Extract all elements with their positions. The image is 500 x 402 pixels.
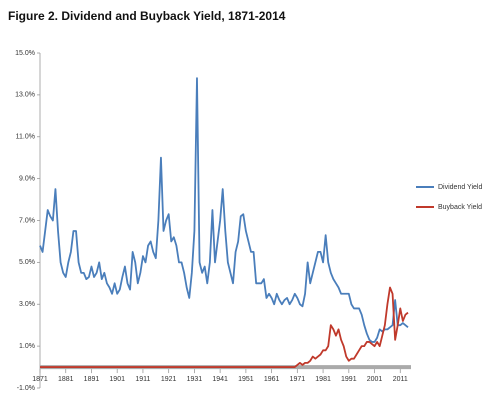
legend-label: Buyback Yield [438, 204, 482, 211]
x-tick-label: 1971 [290, 376, 306, 383]
x-tick-label: 1901 [109, 376, 125, 383]
series-line [40, 286, 409, 368]
x-tick-label: 1871 [32, 376, 48, 383]
x-tick-label: 1991 [341, 376, 357, 383]
y-tick-label: 5.0% [19, 259, 35, 266]
chart-title: Figure 2. Dividend and Buyback Yield, 18… [8, 9, 286, 23]
y-tick-label: 3.0% [19, 301, 35, 308]
x-tick-label: 1921 [161, 376, 177, 383]
legend-label: Dividend Yield [438, 184, 482, 191]
x-tick-label: 1881 [58, 376, 74, 383]
x-tick-label: 1891 [84, 376, 100, 383]
x-tick-label: 1951 [238, 376, 254, 383]
y-tick-label: 1.0% [19, 343, 35, 350]
y-tick-label: 9.0% [19, 175, 35, 182]
x-tick-label: 1981 [315, 376, 331, 383]
x-tick-label: 1931 [187, 376, 203, 383]
x-tick-label: 2001 [367, 376, 383, 383]
y-tick-label: 11.0% [16, 134, 35, 141]
x-tick-label: 1961 [264, 376, 280, 383]
x-tick-label: 1941 [212, 376, 228, 383]
y-tick-label: -1.0% [17, 385, 35, 392]
y-tick-label: 13.0% [15, 92, 35, 99]
y-tick-label: 7.0% [19, 217, 35, 224]
x-tick-label: 1911 [135, 376, 150, 383]
x-tick-label: 2011 [393, 376, 408, 383]
series-line [39, 77, 409, 343]
y-tick-label: 15.0% [15, 50, 35, 57]
